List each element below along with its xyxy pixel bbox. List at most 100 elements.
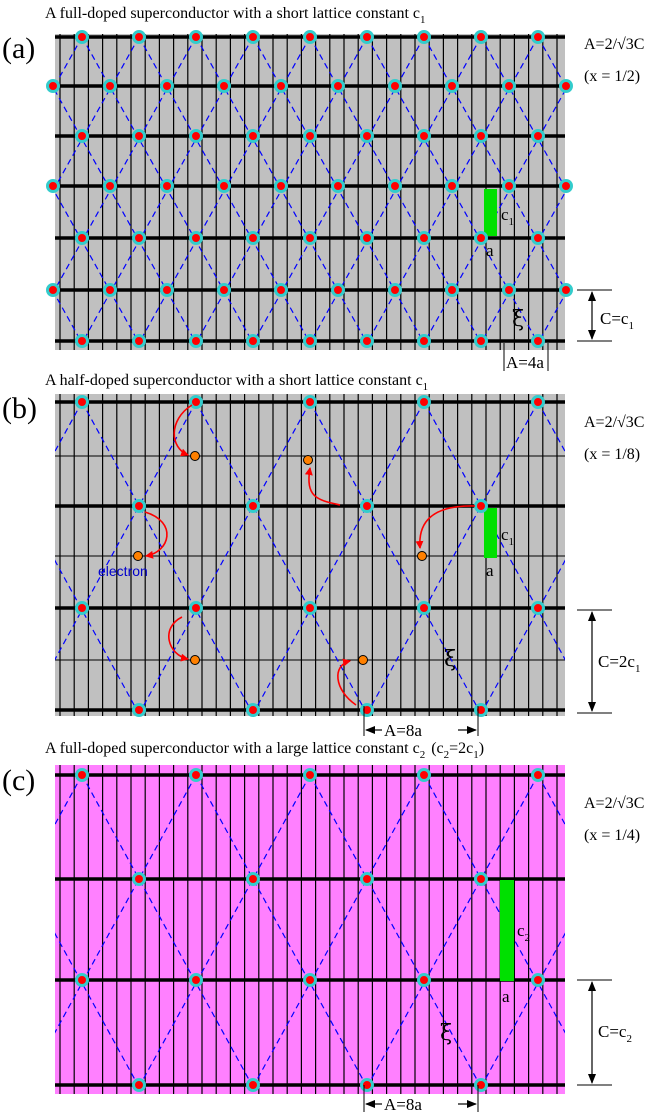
lattice-site [531, 768, 545, 782]
bond-line [0, 402, 23, 710]
lattice-site [132, 703, 146, 717]
lattice-site [189, 231, 203, 245]
bond-line [140, 402, 311, 710]
lattice-site [531, 973, 545, 987]
electron-dot [358, 655, 368, 665]
lattice-site [46, 283, 60, 297]
lattice-site [75, 601, 89, 615]
panel-c-a-label: a [502, 987, 510, 1006]
panel-c-bonds [0, 775, 666, 1085]
panel-b-unit-bar [484, 508, 497, 558]
lattice-site [303, 395, 317, 409]
lattice-site [246, 703, 260, 717]
bond-line [0, 37, 24, 341]
lattice-site [531, 334, 545, 348]
lattice-site [246, 30, 260, 44]
lattice-site [75, 334, 89, 348]
bond-line [0, 775, 24, 1085]
bond-line [81, 775, 253, 1085]
lattice-site [303, 334, 317, 348]
panel-a-c-label: c1 [501, 205, 514, 228]
panel-a-sites [46, 30, 573, 348]
lattice-site [531, 30, 545, 44]
lattice-site [246, 872, 260, 886]
lattice-site [531, 395, 545, 409]
bond-line [652, 402, 666, 710]
lattice-site [103, 283, 117, 297]
lattice-site [445, 79, 459, 93]
panel-b-C-dimension: C=2c1 [598, 652, 640, 675]
lattice-site [417, 231, 431, 245]
bond-line [423, 402, 565, 661]
bond-line [55, 559, 138, 710]
lattice-site [189, 601, 203, 615]
lattice-site [360, 334, 374, 348]
panel-b-sites [75, 395, 545, 717]
panel-c-label: (c) [2, 764, 35, 797]
lattice-site [360, 129, 374, 143]
lattice-site [132, 1078, 146, 1092]
panel-c-sites [75, 768, 545, 1092]
bond-line [195, 775, 367, 1085]
lattice-site [75, 129, 89, 143]
lattice-site [531, 601, 545, 615]
panel-a-doping: (x = 1/2) [584, 68, 640, 85]
lattice-site [388, 283, 402, 297]
lattice-site [217, 179, 231, 193]
lattice-site [474, 499, 488, 513]
lattice-site [46, 79, 60, 93]
lattice-site [417, 395, 431, 409]
lattice-site [474, 129, 488, 143]
bond-line [652, 775, 666, 1085]
panel-b-a-label: a [486, 561, 494, 580]
panel-b: electron A half-doped superconductor wit… [0, 372, 666, 740]
lattice-site [474, 231, 488, 245]
lattice-site [189, 129, 203, 143]
lattice-site [217, 79, 231, 93]
lattice-site [75, 768, 89, 782]
panel-b-c-label: c1 [501, 525, 514, 548]
lattice-site [274, 179, 288, 193]
panel-b-bonds [0, 402, 666, 710]
lattice-site [331, 79, 345, 93]
lattice-site [559, 179, 573, 193]
lattice-site [160, 79, 174, 93]
lattice-site [360, 231, 374, 245]
lattice-site [274, 79, 288, 93]
lattice-site [303, 30, 317, 44]
bond-line [81, 402, 252, 710]
lattice-site [502, 283, 516, 297]
electron-dot [190, 655, 200, 665]
lattice-site [417, 30, 431, 44]
lattice-site [559, 283, 573, 297]
lattice-site [132, 499, 146, 513]
lattice-site [303, 129, 317, 143]
lattice-site [502, 179, 516, 193]
lattice-site [331, 283, 345, 297]
lattice-site [75, 30, 89, 44]
lattice-site [559, 79, 573, 93]
lattice-site [445, 283, 459, 297]
lattice-site [46, 179, 60, 193]
lattice-site [360, 30, 374, 44]
lattice-site [246, 1078, 260, 1092]
panel-c-unit-bar [500, 880, 514, 981]
bond-line [253, 775, 425, 1085]
lattice-site [360, 872, 374, 886]
panel-c-caption: A full-doped superconductor with a large… [45, 740, 484, 761]
panel-b-caption: A half-doped superconductor with a short… [45, 372, 428, 393]
panel-c-formula: A=2/√3C [584, 795, 644, 812]
panel-c-A-dimension: A=8a [384, 1095, 422, 1114]
lattice-site [189, 768, 203, 782]
lattice-site [246, 499, 260, 513]
lattice-site [189, 334, 203, 348]
electron-dot [303, 455, 313, 465]
panel-b-formula: A=2/√3C [584, 414, 644, 431]
bond-line [367, 775, 539, 1085]
panel-b-electrons [133, 404, 476, 706]
lattice-site [331, 179, 345, 193]
lattice-site [132, 872, 146, 886]
lattice-site [75, 395, 89, 409]
lattice-site [474, 703, 488, 717]
lattice-site [474, 872, 488, 886]
